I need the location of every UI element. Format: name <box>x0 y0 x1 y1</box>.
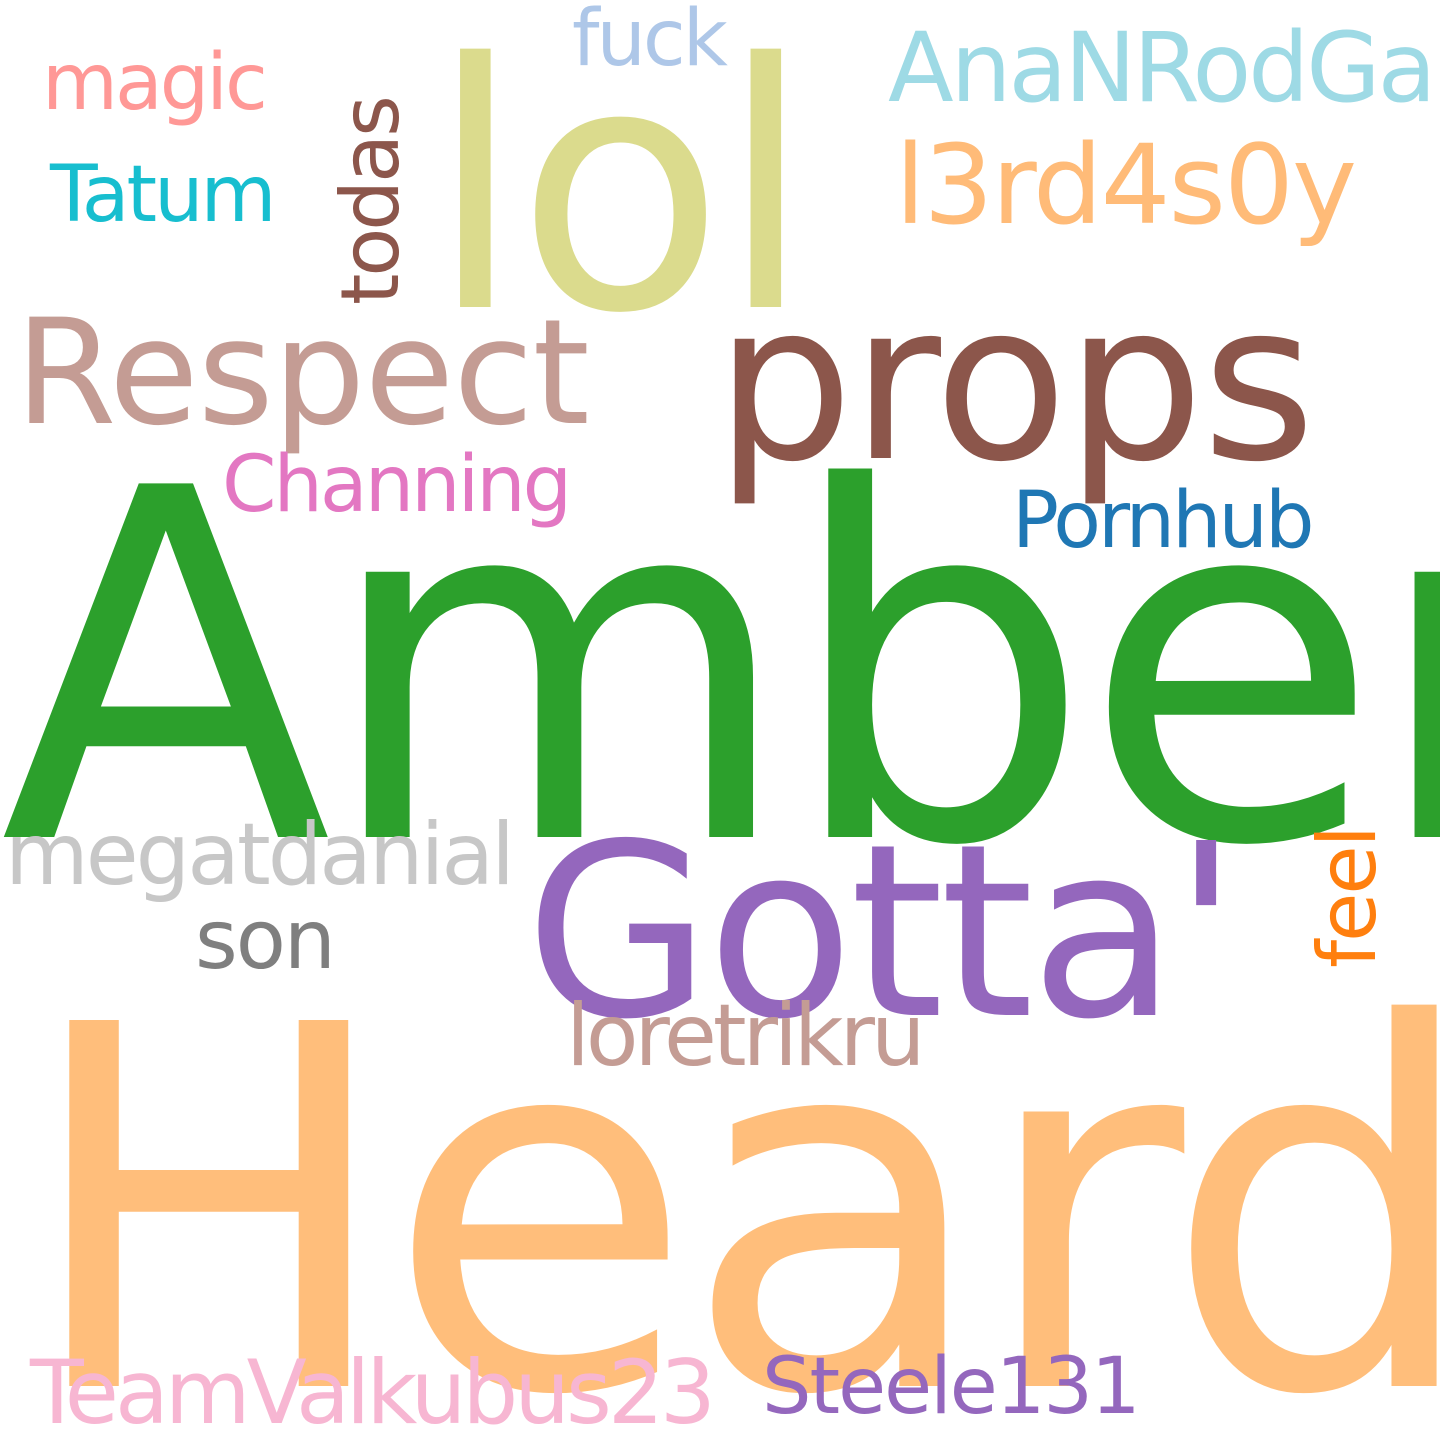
word-lol: lol <box>428 0 813 388</box>
word-heard: Heard <box>20 921 1440 1440</box>
word-l3rd4s0y: l3rd4s0y <box>895 121 1357 249</box>
word-son: son <box>195 893 336 988</box>
word-amber: Amber <box>0 388 1440 952</box>
word-props: props <box>715 257 1316 510</box>
word-loretrikru: loretrikru <box>566 986 926 1086</box>
word-channing: Channing <box>222 440 572 530</box>
word-steele131: Steele131 <box>762 1342 1141 1432</box>
word-gotta: Gotta' <box>525 792 1239 1072</box>
word-respect: Respect <box>15 288 590 458</box>
word-megatdanial: megatdanial <box>5 805 515 905</box>
word-feel: feel <box>1301 827 1394 968</box>
word-todas: todas <box>324 98 417 305</box>
word-teamvalkubus23: TeamValkubus23 <box>30 1341 716 1440</box>
word-ananrodgar: AnaNRodGar <box>888 12 1440 124</box>
word-magic: magic <box>42 38 268 128</box>
word-tatum: Tatum <box>50 150 277 240</box>
word-pornhub: Pornhub <box>1012 476 1314 566</box>
word-fuck: fuck <box>572 0 728 84</box>
